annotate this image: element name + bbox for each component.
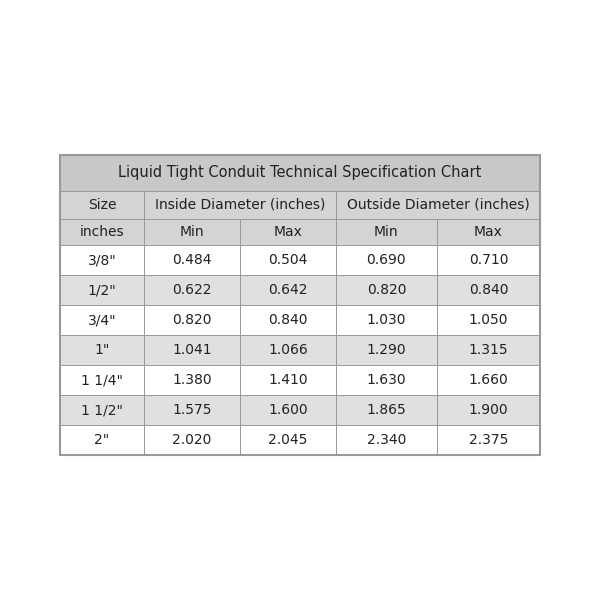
Bar bbox=[240, 365, 336, 395]
Bar bbox=[240, 395, 336, 425]
Text: 2": 2" bbox=[94, 433, 110, 447]
Bar bbox=[240, 275, 336, 305]
Text: inches: inches bbox=[80, 225, 124, 239]
Bar bbox=[60, 219, 144, 245]
Bar bbox=[144, 425, 240, 455]
Bar bbox=[240, 425, 336, 455]
Text: Outside Diameter (inches): Outside Diameter (inches) bbox=[347, 198, 529, 212]
Text: 2.375: 2.375 bbox=[469, 433, 508, 447]
Bar bbox=[144, 219, 240, 245]
Text: 0.820: 0.820 bbox=[367, 283, 406, 297]
Bar bbox=[60, 155, 540, 455]
Text: Size: Size bbox=[88, 198, 116, 212]
Text: 0.820: 0.820 bbox=[172, 313, 212, 327]
Bar bbox=[240, 335, 336, 365]
Bar bbox=[60, 245, 144, 275]
Text: Inside Diameter (inches): Inside Diameter (inches) bbox=[155, 198, 325, 212]
Text: 1": 1" bbox=[94, 343, 110, 357]
Bar bbox=[437, 335, 540, 365]
Text: Liquid Tight Conduit Technical Specification Chart: Liquid Tight Conduit Technical Specifica… bbox=[118, 166, 482, 181]
Bar bbox=[437, 425, 540, 455]
Bar bbox=[144, 365, 240, 395]
Bar bbox=[60, 191, 144, 219]
Text: 1.865: 1.865 bbox=[367, 403, 406, 417]
Text: 1 1/2": 1 1/2" bbox=[81, 403, 123, 417]
Text: Min: Min bbox=[179, 225, 205, 239]
Bar bbox=[336, 365, 437, 395]
Text: 1.290: 1.290 bbox=[367, 343, 406, 357]
Bar bbox=[336, 191, 540, 219]
Bar bbox=[336, 395, 437, 425]
Bar bbox=[144, 335, 240, 365]
Text: 1.315: 1.315 bbox=[469, 343, 508, 357]
Text: Max: Max bbox=[274, 225, 302, 239]
Text: 0.484: 0.484 bbox=[172, 253, 212, 267]
Text: Min: Min bbox=[374, 225, 399, 239]
Bar bbox=[437, 245, 540, 275]
Bar bbox=[437, 365, 540, 395]
Text: 1.380: 1.380 bbox=[172, 373, 212, 387]
Bar bbox=[240, 245, 336, 275]
Text: 1.066: 1.066 bbox=[268, 343, 308, 357]
Text: 0.840: 0.840 bbox=[469, 283, 508, 297]
Text: 1.410: 1.410 bbox=[268, 373, 308, 387]
Text: 1.900: 1.900 bbox=[469, 403, 508, 417]
Bar bbox=[240, 305, 336, 335]
Text: 1.030: 1.030 bbox=[367, 313, 406, 327]
Text: 2.045: 2.045 bbox=[268, 433, 308, 447]
Text: 1.660: 1.660 bbox=[469, 373, 508, 387]
Bar bbox=[60, 425, 144, 455]
Text: 1.041: 1.041 bbox=[172, 343, 212, 357]
Bar bbox=[336, 219, 437, 245]
Text: Max: Max bbox=[474, 225, 503, 239]
Text: 1/2": 1/2" bbox=[88, 283, 116, 297]
Text: 0.690: 0.690 bbox=[367, 253, 406, 267]
Bar bbox=[60, 305, 144, 335]
Text: 2.340: 2.340 bbox=[367, 433, 406, 447]
Text: 1.600: 1.600 bbox=[268, 403, 308, 417]
Bar bbox=[144, 275, 240, 305]
Text: 0.504: 0.504 bbox=[268, 253, 308, 267]
Bar bbox=[60, 335, 144, 365]
Bar bbox=[240, 219, 336, 245]
Text: 1.050: 1.050 bbox=[469, 313, 508, 327]
Bar bbox=[437, 219, 540, 245]
Text: 3/4": 3/4" bbox=[88, 313, 116, 327]
Bar bbox=[144, 191, 336, 219]
Text: 0.840: 0.840 bbox=[268, 313, 308, 327]
Bar bbox=[336, 335, 437, 365]
Bar bbox=[336, 275, 437, 305]
Bar bbox=[60, 365, 144, 395]
Text: 1 1/4": 1 1/4" bbox=[81, 373, 123, 387]
Text: 1.630: 1.630 bbox=[367, 373, 406, 387]
Bar bbox=[144, 395, 240, 425]
Text: 0.642: 0.642 bbox=[268, 283, 308, 297]
Bar bbox=[336, 425, 437, 455]
Bar bbox=[336, 245, 437, 275]
Bar bbox=[60, 395, 144, 425]
Text: 2.020: 2.020 bbox=[172, 433, 212, 447]
Bar bbox=[336, 305, 437, 335]
Bar bbox=[437, 395, 540, 425]
Bar bbox=[144, 245, 240, 275]
Text: 0.622: 0.622 bbox=[172, 283, 212, 297]
Bar bbox=[144, 305, 240, 335]
Bar bbox=[60, 275, 144, 305]
Text: 1.575: 1.575 bbox=[172, 403, 212, 417]
Bar bbox=[437, 275, 540, 305]
Text: 0.710: 0.710 bbox=[469, 253, 508, 267]
Text: 3/8": 3/8" bbox=[88, 253, 116, 267]
Bar bbox=[60, 155, 540, 191]
Bar bbox=[437, 305, 540, 335]
